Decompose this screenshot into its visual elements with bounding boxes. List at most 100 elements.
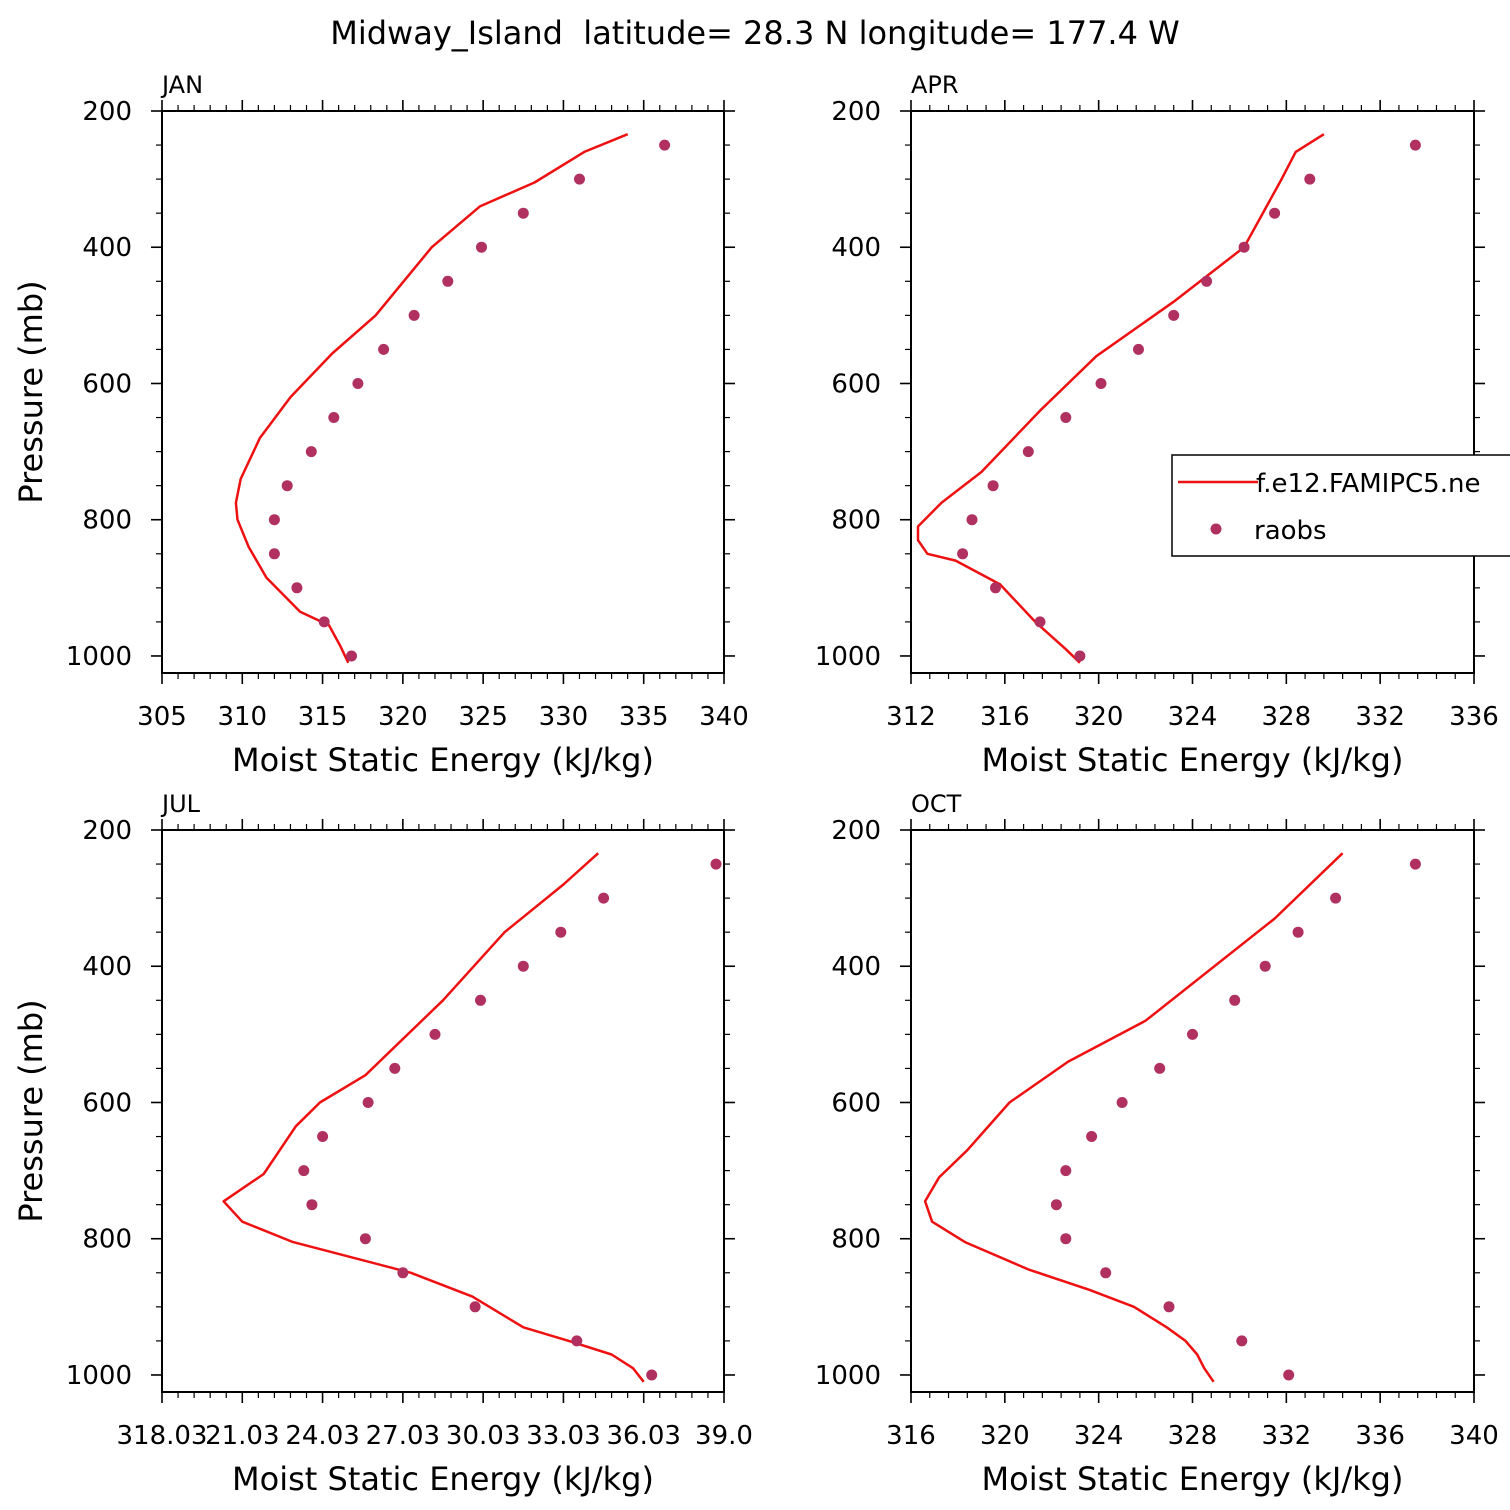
raobs-point: [352, 378, 364, 389]
x-axis-label: Moist Static Energy (kJ/kg): [232, 741, 654, 779]
raobs-point: [1060, 1233, 1072, 1245]
x-tick-label: 324: [1074, 1421, 1124, 1451]
legend: f.e12.FAMIPC5.ne raobs: [1171, 454, 1510, 557]
panel-title: OCT: [911, 790, 962, 818]
x-tick-label: 21.03: [205, 1421, 279, 1451]
raobs-point: [1116, 1097, 1128, 1108]
raobs-point: [359, 1233, 371, 1245]
raobs-point: [1409, 858, 1421, 870]
raobs-point: [268, 548, 280, 560]
x-tick-label: 332: [1262, 1421, 1312, 1451]
model-line: [234, 133, 629, 664]
y-tick-label: 800: [831, 506, 881, 536]
x-tick-label: 24.03: [285, 1421, 359, 1451]
raobs-point: [1292, 926, 1304, 938]
y-tick-label: 1000: [815, 642, 881, 672]
raobs-point: [1283, 1369, 1295, 1381]
raobs-point: [517, 207, 529, 219]
raobs-point: [1034, 616, 1046, 628]
raobs-point: [1022, 446, 1034, 458]
raobs-point: [1201, 275, 1213, 287]
raobs-point: [475, 994, 486, 1006]
panel-apr: APR 312 316 320 324 328 332 336 200 400 600 800 1000…: [815, 71, 1499, 779]
y-tick-label: 400: [82, 233, 132, 263]
figure-title: Midway_Island latitude= 28.3 N longitude…: [330, 14, 1180, 52]
x-tick-label: 336: [1355, 1421, 1405, 1451]
y-tick-label: 600: [831, 369, 881, 399]
legend-model-label: f.e12.FAMIPC5.ne: [1256, 469, 1480, 499]
panel-title: APR: [911, 71, 959, 99]
plot-frame: [161, 829, 725, 1393]
raobs-point: [598, 892, 610, 904]
raobs-point: [476, 241, 487, 253]
x-tick-label: 312: [886, 702, 936, 732]
x-tick-label: 325: [458, 702, 508, 732]
raobs-point: [1259, 960, 1271, 972]
raobs-point: [517, 960, 529, 972]
y-tick-label: 800: [82, 1225, 132, 1255]
y-tick-label: 400: [82, 952, 132, 982]
x-tick-label: 320: [980, 1421, 1030, 1451]
x-tick-label: 39.0: [695, 1421, 753, 1451]
panels: JAN 305 310 315 320 325 330 335 340 200 400 600 800 1…: [12, 71, 1499, 1498]
plot-frame: [161, 110, 725, 674]
y-tick-label: 1000: [815, 1361, 881, 1391]
x-tick-label: 315: [298, 702, 348, 732]
raobs-point: [1074, 650, 1086, 662]
x-tick-label: 316: [980, 702, 1030, 732]
raobs-point: [1133, 343, 1144, 355]
x-tick-label: 324: [1168, 702, 1218, 732]
raobs-point: [1086, 1131, 1098, 1142]
raobs-point: [1229, 994, 1241, 1006]
x-tick-label: 335: [619, 702, 669, 732]
raobs-point: [429, 1028, 441, 1040]
y-axis-label: Pressure (mb): [12, 280, 50, 503]
legend-obs-label: raobs: [1254, 516, 1327, 546]
raobs-point: [1060, 412, 1072, 423]
y-tick-label: 200: [82, 97, 132, 127]
x-tick-label: 30.03: [446, 1421, 520, 1451]
raobs-point: [1060, 1165, 1072, 1177]
raobs-point: [987, 480, 999, 492]
raobs-point: [397, 1267, 409, 1279]
raobs-point: [328, 412, 340, 423]
x-axis-label: Moist Static Energy (kJ/kg): [232, 1460, 654, 1498]
raobs-point: [318, 616, 330, 628]
x-tick-label: 36.03: [606, 1421, 680, 1451]
raobs-point: [710, 858, 722, 870]
raobs-point: [646, 1369, 658, 1381]
x-tick-label: 330: [539, 702, 589, 732]
y-tick-label: 200: [831, 97, 881, 127]
x-tick-label: 310: [217, 702, 267, 732]
raobs-point: [298, 1165, 310, 1177]
raobs-point: [1269, 207, 1281, 219]
raobs-point: [1168, 309, 1180, 321]
raobs-point: [1330, 892, 1342, 904]
legend-obs-swatch: [1210, 523, 1222, 535]
raobs-point: [281, 480, 293, 492]
panel-oct: OCT 316 320 324 328 332 336 340 200 400 600 800 1000…: [815, 790, 1499, 1498]
x-tick-label: 27.03: [366, 1421, 440, 1451]
x-tick-label: 320: [1074, 702, 1124, 732]
x-tick-label: 328: [1168, 1421, 1218, 1451]
raobs-point: [305, 446, 317, 458]
raobs-point: [306, 1199, 318, 1211]
y-tick-label: 1000: [66, 642, 132, 672]
y-tick-label: 600: [831, 1088, 881, 1118]
raobs-point: [574, 173, 585, 185]
y-tick-label: 200: [82, 816, 132, 846]
raobs-point: [469, 1301, 481, 1313]
raobs-point: [346, 650, 357, 662]
raobs-point: [1236, 1335, 1248, 1347]
raobs-point: [1163, 1301, 1175, 1313]
y-tick-label: 800: [831, 1225, 881, 1255]
x-axis-label: Moist Static Energy (kJ/kg): [982, 741, 1404, 779]
x-tick-label: 340: [1449, 1421, 1499, 1451]
raobs-point: [1304, 173, 1316, 185]
x-tick-label: 320: [378, 702, 428, 732]
x-tick-label: 336: [1449, 702, 1499, 732]
x-tick-label: 328: [1262, 702, 1312, 732]
y-axis-label: Pressure (mb): [12, 999, 50, 1222]
y-tick-label: 400: [831, 952, 881, 982]
